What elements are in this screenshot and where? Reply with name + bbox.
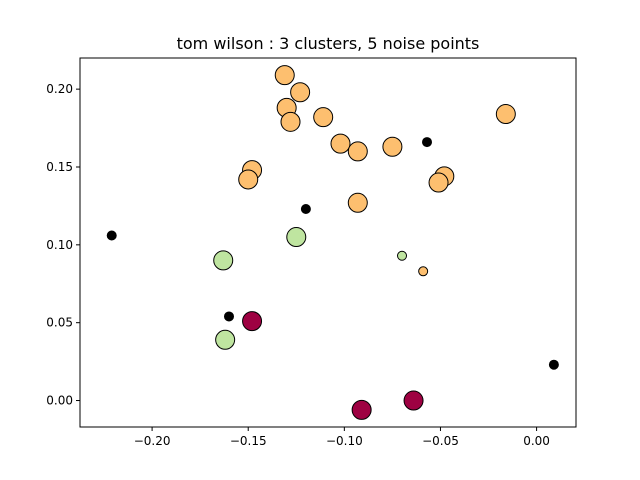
y-tick-label: 0.15 — [46, 160, 73, 174]
cluster-core-point — [495, 104, 516, 125]
x-tick-label: 0.00 — [523, 434, 550, 448]
y-tick-label: 0.05 — [46, 316, 73, 330]
noise-point — [548, 359, 559, 370]
x-tick-label: −0.15 — [230, 434, 267, 448]
cluster-core-point — [351, 399, 372, 420]
noise-point — [300, 204, 311, 215]
x-tick-label: −0.20 — [134, 434, 171, 448]
chart-title: tom wilson : 3 clusters, 5 noise points — [177, 34, 480, 53]
cluster-core-point — [242, 311, 263, 332]
cluster-core-point — [290, 82, 311, 103]
cluster-edge-point — [397, 250, 408, 261]
cluster-core-point — [347, 141, 368, 162]
y-tick-label: 0.00 — [46, 394, 73, 408]
cluster-edge-point — [418, 266, 429, 277]
cluster-core-point — [213, 250, 234, 271]
cluster-core-point — [274, 65, 295, 86]
x-tick-label: −0.10 — [326, 434, 363, 448]
data-points — [106, 65, 559, 420]
y-tick-label: 0.10 — [46, 238, 73, 252]
cluster-core-point — [347, 192, 368, 213]
cluster-core-point — [382, 136, 403, 157]
cluster-core-point — [280, 111, 301, 132]
x-tick-label: −0.05 — [422, 434, 459, 448]
noise-point — [106, 230, 117, 241]
y-tick-label: 0.20 — [46, 82, 73, 96]
plot-frame — [79, 57, 577, 428]
cluster-core-point — [313, 107, 334, 128]
cluster-core-point — [238, 169, 259, 190]
axis-ticks: −0.20 −0.15 −0.10 −0.05 0.00 0.00 0.05 0.10 0.15… — [46, 82, 550, 448]
cluster-core-point — [428, 172, 449, 193]
cluster-core-point — [215, 329, 236, 350]
cluster-core-point — [403, 390, 424, 411]
cluster-core-point — [330, 133, 351, 154]
noise-point — [422, 137, 433, 148]
noise-point — [223, 311, 234, 322]
cluster-core-point — [286, 227, 307, 248]
